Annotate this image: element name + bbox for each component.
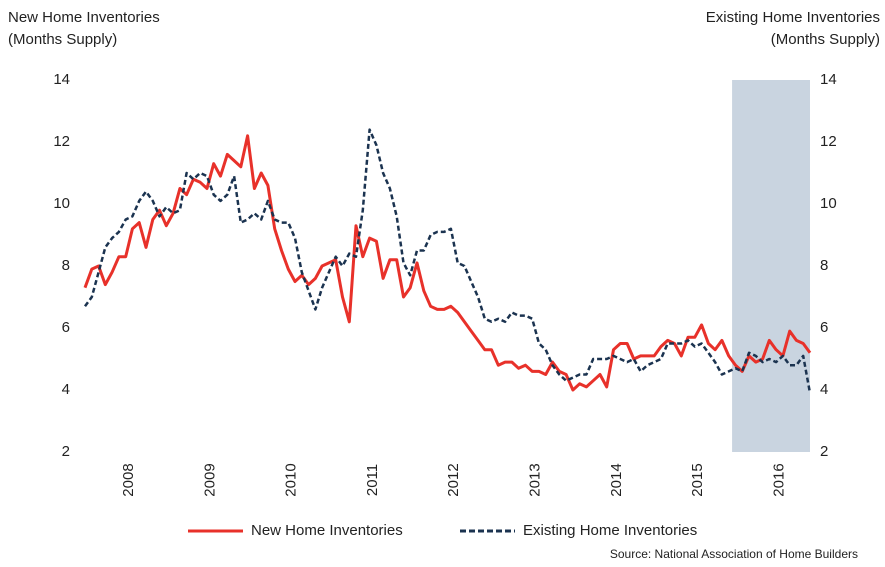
y-tick-label: 14 — [53, 71, 70, 88]
y2-tick-label: 2 — [820, 443, 828, 460]
x-tick-label: 2012 — [445, 463, 462, 496]
y2-tick-label: 8 — [820, 257, 828, 274]
x-tick-label: 2008 — [120, 463, 137, 496]
y-axis-label: (Months Supply) — [8, 31, 117, 48]
y-tick-label: 12 — [53, 133, 70, 150]
x-tick-label: 2010 — [283, 463, 300, 496]
y2-tick-label: 6 — [820, 319, 828, 336]
source: Source: National Association of Home Bui… — [610, 547, 858, 561]
legend-label: Existing Home Inventories — [523, 522, 697, 539]
x-tick-label: 2013 — [527, 463, 544, 496]
y-tick-label: 10 — [53, 195, 70, 212]
legend-label: New Home Inventories — [251, 522, 403, 539]
y2-tick-label: 10 — [820, 195, 837, 212]
shaded-region — [732, 80, 810, 452]
y2-tick-label: 12 — [820, 133, 837, 150]
line-series — [83, 134, 812, 392]
y2-tick-label: 14 — [820, 71, 837, 88]
y-tick-label: 2 — [62, 443, 70, 460]
y2-tick-label: 4 — [820, 381, 828, 398]
y2-axis-label: (Months Supply) — [771, 31, 880, 48]
x-tick-label: 2016 — [770, 463, 787, 496]
x-tick-label: 2015 — [689, 463, 706, 496]
line-series — [83, 128, 812, 394]
y-axis-label: New Home Inventories — [8, 9, 160, 26]
y-tick-label: 4 — [62, 381, 70, 398]
y2-axis-label: Existing Home Inventories — [706, 9, 880, 26]
y-tick-label: 8 — [62, 257, 70, 274]
x-tick-label: 2011 — [364, 464, 381, 496]
x-tick-label: 2009 — [201, 463, 218, 496]
y-tick-label: 6 — [62, 319, 70, 336]
x-tick-label: 2014 — [608, 463, 625, 496]
